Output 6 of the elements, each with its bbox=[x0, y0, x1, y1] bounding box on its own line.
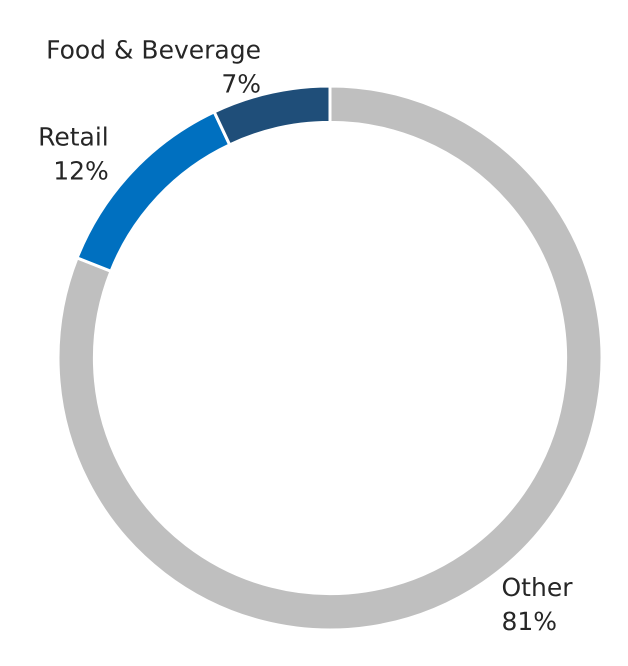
slice-label: Retail bbox=[38, 122, 109, 152]
data-label: 7% bbox=[221, 70, 261, 99]
data-label: 12% bbox=[53, 156, 109, 186]
data-label: 81% bbox=[502, 606, 558, 636]
slice-label: Other bbox=[502, 572, 574, 602]
slice-label: Food & Beverage bbox=[46, 36, 261, 65]
